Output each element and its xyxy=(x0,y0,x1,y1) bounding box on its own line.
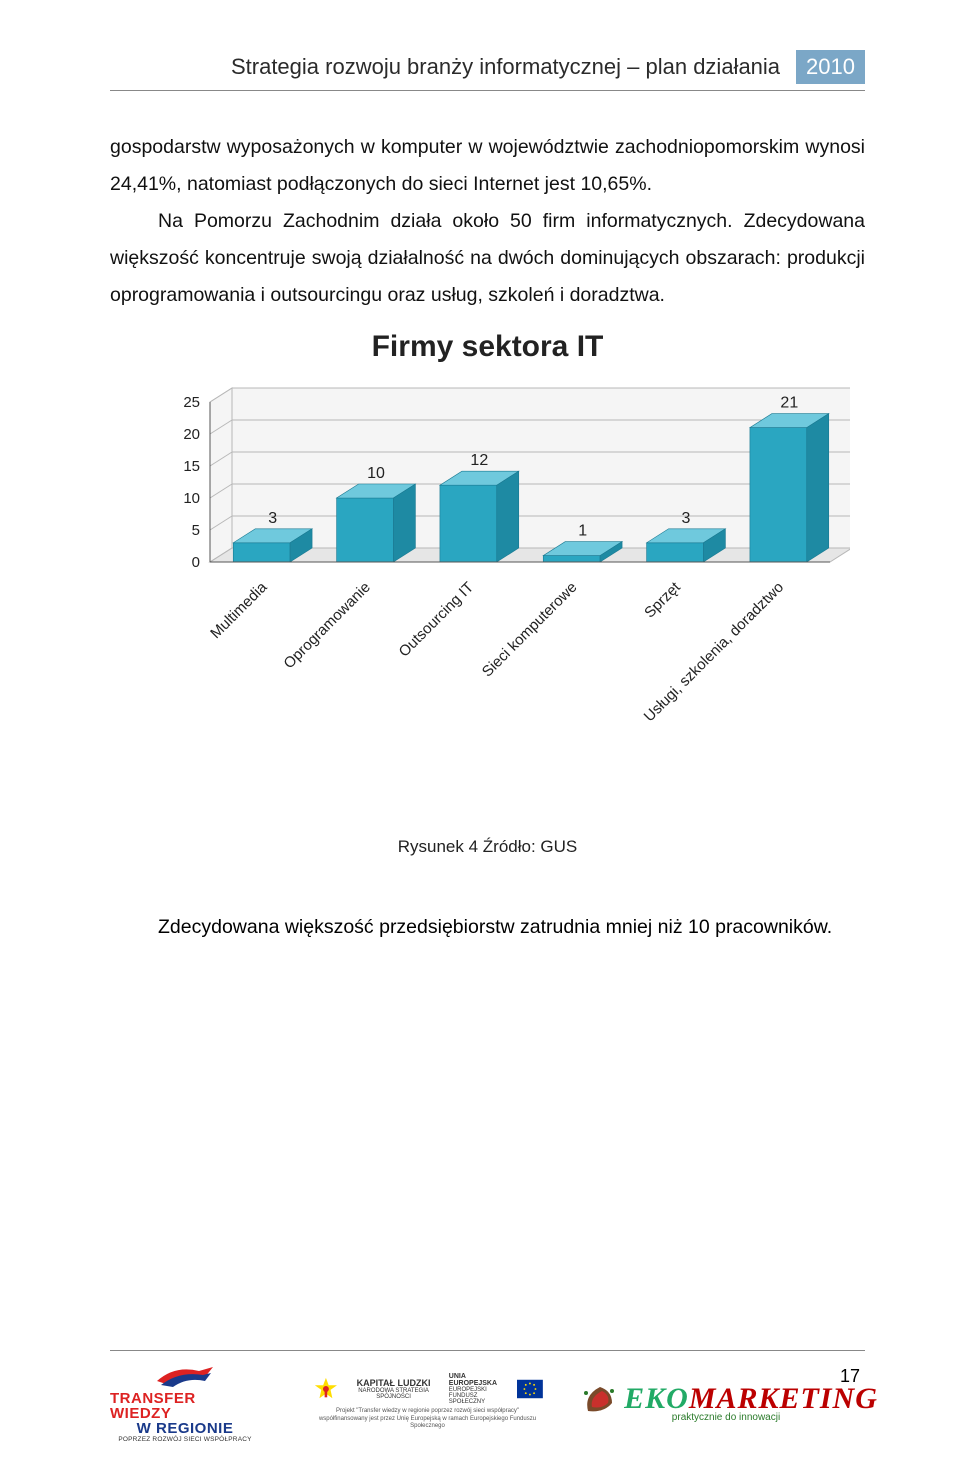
svg-text:10: 10 xyxy=(183,490,200,507)
svg-text:Oprogramowanie: Oprogramowanie xyxy=(280,579,373,672)
svg-text:12: 12 xyxy=(470,452,488,469)
eu-flag-icon xyxy=(517,1379,543,1399)
star-person-icon xyxy=(313,1375,339,1403)
transfer-wiedzy-logo: TRANSFER WIEDZY W REGIONIE POPRZEZ ROZWÓ… xyxy=(110,1361,260,1443)
svg-text:5: 5 xyxy=(192,522,200,539)
eko-brand: EKOMARKETING xyxy=(624,1382,878,1416)
chart-svg: 0 5 10 15 20 25 3 Multimedia 10 Oprogramowanie 12 O… xyxy=(130,382,850,802)
eko-brand-eko: EKO xyxy=(624,1382,689,1415)
svg-text:3: 3 xyxy=(682,510,691,527)
svg-text:20: 20 xyxy=(183,426,200,443)
svg-text:10: 10 xyxy=(367,465,385,482)
chart-title: Firmy sektora IT xyxy=(110,330,865,364)
swoosh-icon xyxy=(155,1361,215,1389)
svg-text:15: 15 xyxy=(183,458,200,475)
eko-marketing-logo: EKOMARKETING praktycznie do innowacji xyxy=(595,1382,865,1423)
page-footer: TRANSFER WIEDZY W REGIONIE POPRZEZ ROZWÓ… xyxy=(0,1350,960,1443)
leaf-icon xyxy=(582,1383,618,1415)
header-year: 2010 xyxy=(796,50,865,84)
paragraph-1: gospodarstw wyposażonych w komputer w wo… xyxy=(110,129,865,203)
svg-text:Multimedia: Multimedia xyxy=(207,579,271,643)
kapital-ludzki-logo: KAPITAŁ LUDZKI NARODOWA STRATEGIA SPÓJNO… xyxy=(313,1373,543,1431)
paragraph-2: Na Pomorzu Zachodnim działa około 50 fir… xyxy=(110,203,865,314)
svg-text:1: 1 xyxy=(578,523,587,540)
svg-text:Sieci komputerowe: Sieci komputerowe xyxy=(479,579,581,681)
header-title: Strategia rozwoju branży informatycznej … xyxy=(110,54,790,80)
kl-subtitle: NARODOWA STRATEGIA SPÓJNOŚCI xyxy=(344,1388,442,1400)
kl-desc: Projekt "Transfer wiedzy w regionie popr… xyxy=(313,1408,543,1431)
kl-title-text: KAPITAŁ LUDZKI xyxy=(357,1378,431,1388)
ue-bot: FUNDUSZ SPOŁECZNY xyxy=(449,1393,511,1405)
paragraph-after: Zdecydowana większość przedsiębiorstw za… xyxy=(110,909,865,946)
eko-brand-mkt: MARKETING xyxy=(689,1382,878,1415)
chart-caption: Rysunek 4 Źródło: GUS xyxy=(110,837,865,857)
eko-tagline: praktycznie do innowacji xyxy=(672,1412,788,1423)
svg-text:25: 25 xyxy=(183,394,200,411)
kl-title: KAPITAŁ LUDZKI NARODOWA STRATEGIA SPÓJNO… xyxy=(344,1379,442,1400)
bar-chart: 0 5 10 15 20 25 3 Multimedia 10 Oprogramowanie 12 O… xyxy=(130,382,850,807)
tw-sub: POPRZEZ ROZWÓJ SIECI WSPÓŁPRACY xyxy=(118,1436,251,1443)
page-header: Strategia rozwoju branży informatycznej … xyxy=(110,50,865,91)
svg-text:21: 21 xyxy=(780,395,798,412)
svg-text:Outsourcing IT: Outsourcing IT xyxy=(396,579,478,661)
ue-top: UNIA EUROPEJSKA xyxy=(449,1373,511,1387)
svg-text:0: 0 xyxy=(192,554,200,571)
svg-text:3: 3 xyxy=(268,510,277,527)
svg-text:Sprzęt: Sprzęt xyxy=(641,578,684,621)
tw-line2: W REGIONIE xyxy=(137,1421,234,1436)
footer-rule xyxy=(110,1350,865,1351)
ue-label: UNIA EUROPEJSKA EUROPEJSKI FUNDUSZ SPOŁE… xyxy=(449,1373,511,1405)
tw-line1: TRANSFER WIEDZY xyxy=(110,1391,260,1421)
